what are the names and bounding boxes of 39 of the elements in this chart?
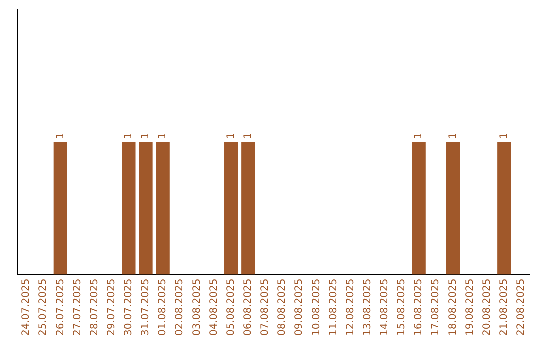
- x-tick-label: 12.08.2025: [345, 278, 356, 336]
- x-tick-label: 27.07.2025: [72, 278, 84, 336]
- x-tick-label: 30.07.2025: [124, 278, 135, 336]
- x-tick-label: 03.08.2025: [192, 278, 203, 336]
- x-tick-label: 08.08.2025: [277, 278, 288, 336]
- x-tick-label: 06.08.2025: [242, 278, 254, 336]
- data-label: 1: [414, 132, 425, 140]
- x-tick-label: 19.08.2025: [464, 278, 476, 336]
- x-tick-label: 22.08.2025: [516, 278, 528, 336]
- data-label: 1: [498, 132, 510, 140]
- x-tick-label: 04.08.2025: [208, 278, 220, 336]
- data-label: 1: [158, 132, 169, 140]
- x-tick-label: 02.08.2025: [174, 278, 186, 336]
- x-tick-label: 05.08.2025: [226, 278, 237, 336]
- x-tick-label: 11.08.2025: [328, 278, 340, 336]
- x-tick-label: 17.08.2025: [430, 278, 442, 336]
- x-tick-label: 14.08.2025: [380, 278, 391, 336]
- x-tick-label: 10.08.2025: [311, 278, 322, 336]
- x-tick-label: 07.08.2025: [260, 278, 272, 336]
- x-tick-label: 15.08.2025: [396, 278, 408, 336]
- data-label: 1: [448, 132, 459, 140]
- x-tick-label: 01.08.2025: [158, 278, 169, 336]
- x-tick-label: 09.08.2025: [294, 278, 306, 336]
- x-tick-label: 18.08.2025: [448, 278, 459, 336]
- x-tick-label: 24.07.2025: [21, 278, 32, 336]
- data-label: 1: [55, 132, 66, 140]
- x-tick-label: 31.07.2025: [140, 278, 152, 336]
- x-tick-label: 28.07.2025: [89, 278, 100, 336]
- x-tick-label: 13.08.2025: [362, 278, 374, 336]
- data-label: 1: [124, 132, 135, 140]
- x-tick-label: 25.07.2025: [38, 278, 50, 336]
- data-label: 1: [140, 132, 152, 140]
- x-tick-label: 21.08.2025: [498, 278, 510, 336]
- x-tick-label: 26.07.2025: [55, 278, 66, 336]
- x-tick-label: 29.07.2025: [106, 278, 118, 336]
- data-label: 1: [242, 132, 254, 140]
- data-label: 1: [226, 132, 237, 140]
- x-tick-label: 16.08.2025: [414, 278, 425, 336]
- x-tick-label: 20.08.2025: [482, 278, 493, 336]
